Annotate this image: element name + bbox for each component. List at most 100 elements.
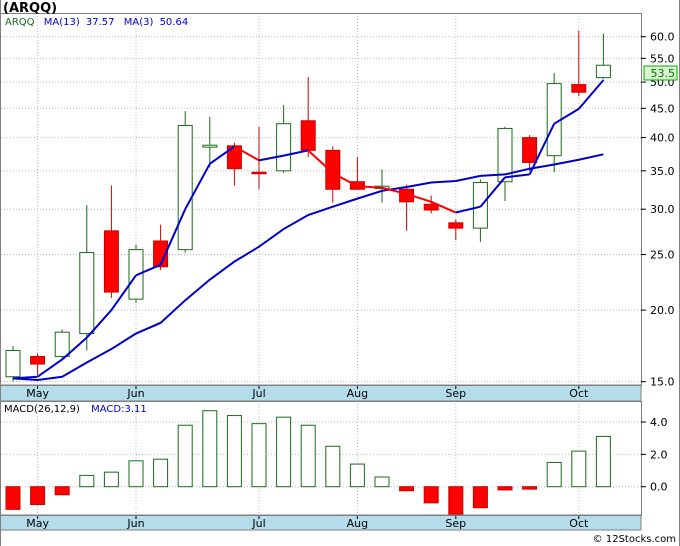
ma3-segment	[307, 149, 334, 174]
ma3-segment	[233, 145, 260, 162]
macd-bar	[399, 486, 415, 492]
month-label: Oct	[569, 387, 589, 400]
month-label: Sep	[445, 517, 466, 530]
ma3-segment	[283, 149, 309, 157]
candle-body	[595, 64, 611, 79]
candle-body	[177, 124, 193, 251]
candle	[153, 224, 169, 270]
candle	[5, 346, 21, 382]
candle-body	[79, 252, 95, 335]
candle-body	[251, 171, 267, 175]
macd-bar	[546, 461, 562, 488]
ma3-segment	[553, 107, 580, 125]
macd-bar	[103, 471, 119, 488]
candle-body	[202, 144, 218, 148]
candle	[325, 146, 341, 203]
ma3-segment	[578, 79, 605, 110]
ma3-segment	[406, 192, 432, 203]
legend-symbol: ARQQ	[5, 17, 35, 28]
price-tick-label: 45.0	[650, 102, 675, 115]
candle	[448, 219, 464, 241]
macd-bar	[128, 460, 144, 488]
macd-bar	[472, 486, 488, 509]
month-label: Jun	[126, 387, 144, 400]
macd-legend: MACD(26,12,9) MACD:3.11	[4, 404, 147, 415]
macd-bar	[448, 486, 464, 515]
macd-tick-label: 4.0	[650, 416, 668, 429]
ma3-segment	[258, 154, 284, 162]
legend-ma3-value: 50.64	[160, 17, 189, 28]
macd-bar	[276, 416, 292, 488]
price-tick-label: 35.0	[650, 165, 675, 178]
month-label: Oct	[569, 517, 589, 530]
macd-tick-label: 2.0	[650, 448, 668, 461]
price-tick-label: 40.0	[650, 132, 675, 145]
candle	[595, 33, 611, 80]
month-label: May	[26, 387, 49, 400]
macd-bar	[251, 423, 267, 488]
candle	[276, 105, 292, 173]
candle-body	[5, 350, 21, 378]
macd-bar	[226, 415, 242, 488]
credit-text: © 12Stocks.com	[593, 534, 676, 545]
ma3-segment	[357, 185, 383, 189]
price-panel-marks	[5, 30, 611, 382]
macd-bar	[202, 410, 218, 488]
last-price-badge-text: 53.5	[651, 67, 676, 80]
ma3-segment	[479, 176, 506, 208]
legend-macd-label: MACD(26,12,9)	[4, 404, 80, 415]
candle-body	[300, 120, 316, 151]
ma3-segment	[430, 200, 457, 214]
candle	[522, 135, 538, 171]
candle	[571, 30, 587, 96]
grid-layer	[1, 13, 641, 515]
legend-ma13-value: 37.57	[86, 17, 115, 28]
price-tick-label: 20.0	[650, 304, 675, 317]
candle	[103, 185, 119, 298]
macd-bar	[595, 435, 611, 488]
legend-ma3-label: MA(3)	[124, 17, 154, 28]
candle-body	[103, 230, 119, 293]
legend-ma13-label: MA(13)	[44, 17, 80, 28]
month-label: Jul	[251, 517, 265, 530]
candle-body	[423, 203, 439, 211]
ma3-segment	[86, 309, 113, 339]
ma3-segment	[332, 172, 358, 188]
month-label: Jun	[126, 517, 144, 530]
candle-body	[153, 240, 169, 268]
month-label: Sep	[445, 387, 466, 400]
candle-body	[497, 127, 513, 183]
last-price-badge: 53.5	[643, 65, 678, 81]
macd-bar	[571, 450, 587, 488]
price-tick-label: 15.0	[650, 376, 675, 389]
month-label: May	[26, 517, 49, 530]
candle	[226, 142, 242, 186]
month-label: Jul	[251, 387, 265, 400]
chart-title: (ARQQ)	[3, 1, 57, 16]
candle-body	[448, 222, 464, 229]
candle	[251, 126, 267, 190]
price-tick-label: 30.0	[650, 203, 675, 216]
ma3-segment	[455, 205, 481, 214]
ma3-segment	[159, 208, 187, 266]
ma3-segment	[504, 173, 530, 179]
month-label: Aug	[347, 517, 368, 530]
macd-panel-marks	[5, 410, 611, 515]
price-tick-label: 25.0	[650, 249, 675, 262]
ma3-segment	[37, 358, 63, 378]
candle-body	[571, 84, 587, 93]
candle	[177, 111, 193, 253]
macd-bar	[153, 458, 169, 488]
macd-bar	[30, 486, 46, 505]
macd-bar	[325, 445, 341, 488]
candle-body	[276, 123, 292, 172]
ma3-segment	[135, 263, 161, 277]
legend-macd-value: MACD:3.11	[91, 404, 147, 415]
ma3-segment	[528, 123, 556, 175]
ma3-segment	[184, 163, 211, 210]
date-axis-band	[0, 384, 642, 402]
ma3-segment	[110, 274, 137, 311]
candle-body	[30, 355, 46, 365]
candle	[30, 353, 46, 376]
price-legend: ARQQ MA(13) 37.57 MA(3) 50.64	[5, 17, 188, 28]
